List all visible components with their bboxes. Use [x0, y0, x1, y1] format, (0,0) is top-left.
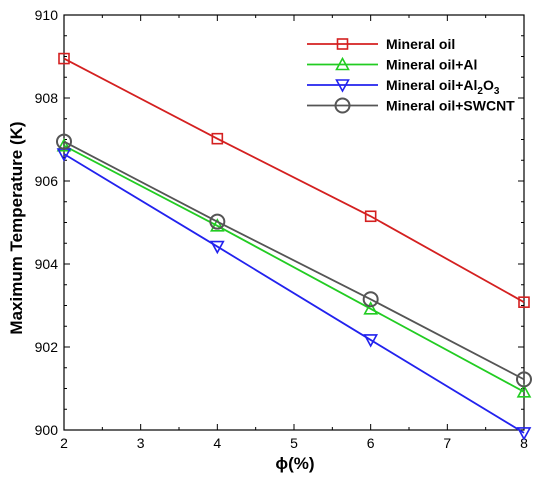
x-tick-label: 8: [520, 435, 528, 451]
data-point: [516, 371, 532, 388]
legend-label: Mineral oil: [386, 36, 455, 52]
series-line: [63, 144, 525, 393]
legend-marker: [335, 56, 350, 71]
data-point: [211, 132, 224, 145]
data-point: [56, 133, 72, 150]
data-point: [363, 301, 379, 315]
legend-item-0: Mineral oil: [307, 36, 455, 52]
axes: 2 3 4 5 6 7 8 900 902 904 906 908 910: [35, 7, 528, 451]
series-3: [56, 133, 532, 388]
data-point: [209, 240, 225, 255]
y-tick-label: 908: [35, 90, 59, 106]
x-tick-label: 5: [290, 435, 298, 451]
legend-label: Mineral oil+Al: [386, 57, 477, 73]
x-tick-label: 4: [213, 435, 221, 451]
series-line: [63, 140, 525, 381]
y-tick-label: 910: [35, 7, 59, 23]
series-2: [56, 148, 532, 441]
y-tick-label: 906: [35, 173, 59, 189]
series-layer: [56, 52, 532, 441]
legend-item-2: Mineral oil+Al2O3: [307, 77, 500, 97]
data-point: [516, 427, 532, 441]
legend-marker: [336, 38, 349, 50]
y-tick-label: 902: [35, 339, 59, 355]
data-point: [209, 218, 225, 232]
legend-item-3: Mineral oil+SWCNT: [307, 97, 515, 114]
y-tick-label: 900: [35, 422, 59, 438]
y-tick-label: 904: [35, 256, 59, 272]
x-tick-label: 3: [137, 435, 145, 451]
data-point: [364, 210, 377, 223]
data-point: [362, 291, 379, 308]
series-0: [58, 52, 530, 308]
x-tick-label: 6: [367, 435, 375, 451]
series-line: [63, 57, 525, 303]
data-point: [56, 138, 72, 152]
data-point: [363, 334, 379, 348]
x-tick-label: 7: [443, 435, 451, 451]
legend-marker: [335, 79, 350, 93]
legend-label: Mineral oil+SWCNT: [386, 98, 515, 114]
data-point: [58, 52, 70, 65]
y-axis-title: Maximum Temperature (K): [7, 121, 26, 334]
series-line: [63, 153, 525, 434]
legend-item-1: Mineral oil+Al: [307, 57, 477, 73]
legend: Mineral oil Mineral oil+Al Mineral oil+Al2…: [307, 36, 515, 114]
legend-marker: [334, 97, 351, 114]
series-1: [56, 138, 532, 398]
x-axis-title: ϕ(%): [275, 454, 314, 473]
data-point: [209, 213, 226, 230]
legend-label: Mineral oil+Al2O3: [386, 77, 500, 97]
data-point: [518, 296, 530, 308]
x-tick-label: 2: [60, 435, 68, 451]
data-point: [516, 384, 532, 398]
